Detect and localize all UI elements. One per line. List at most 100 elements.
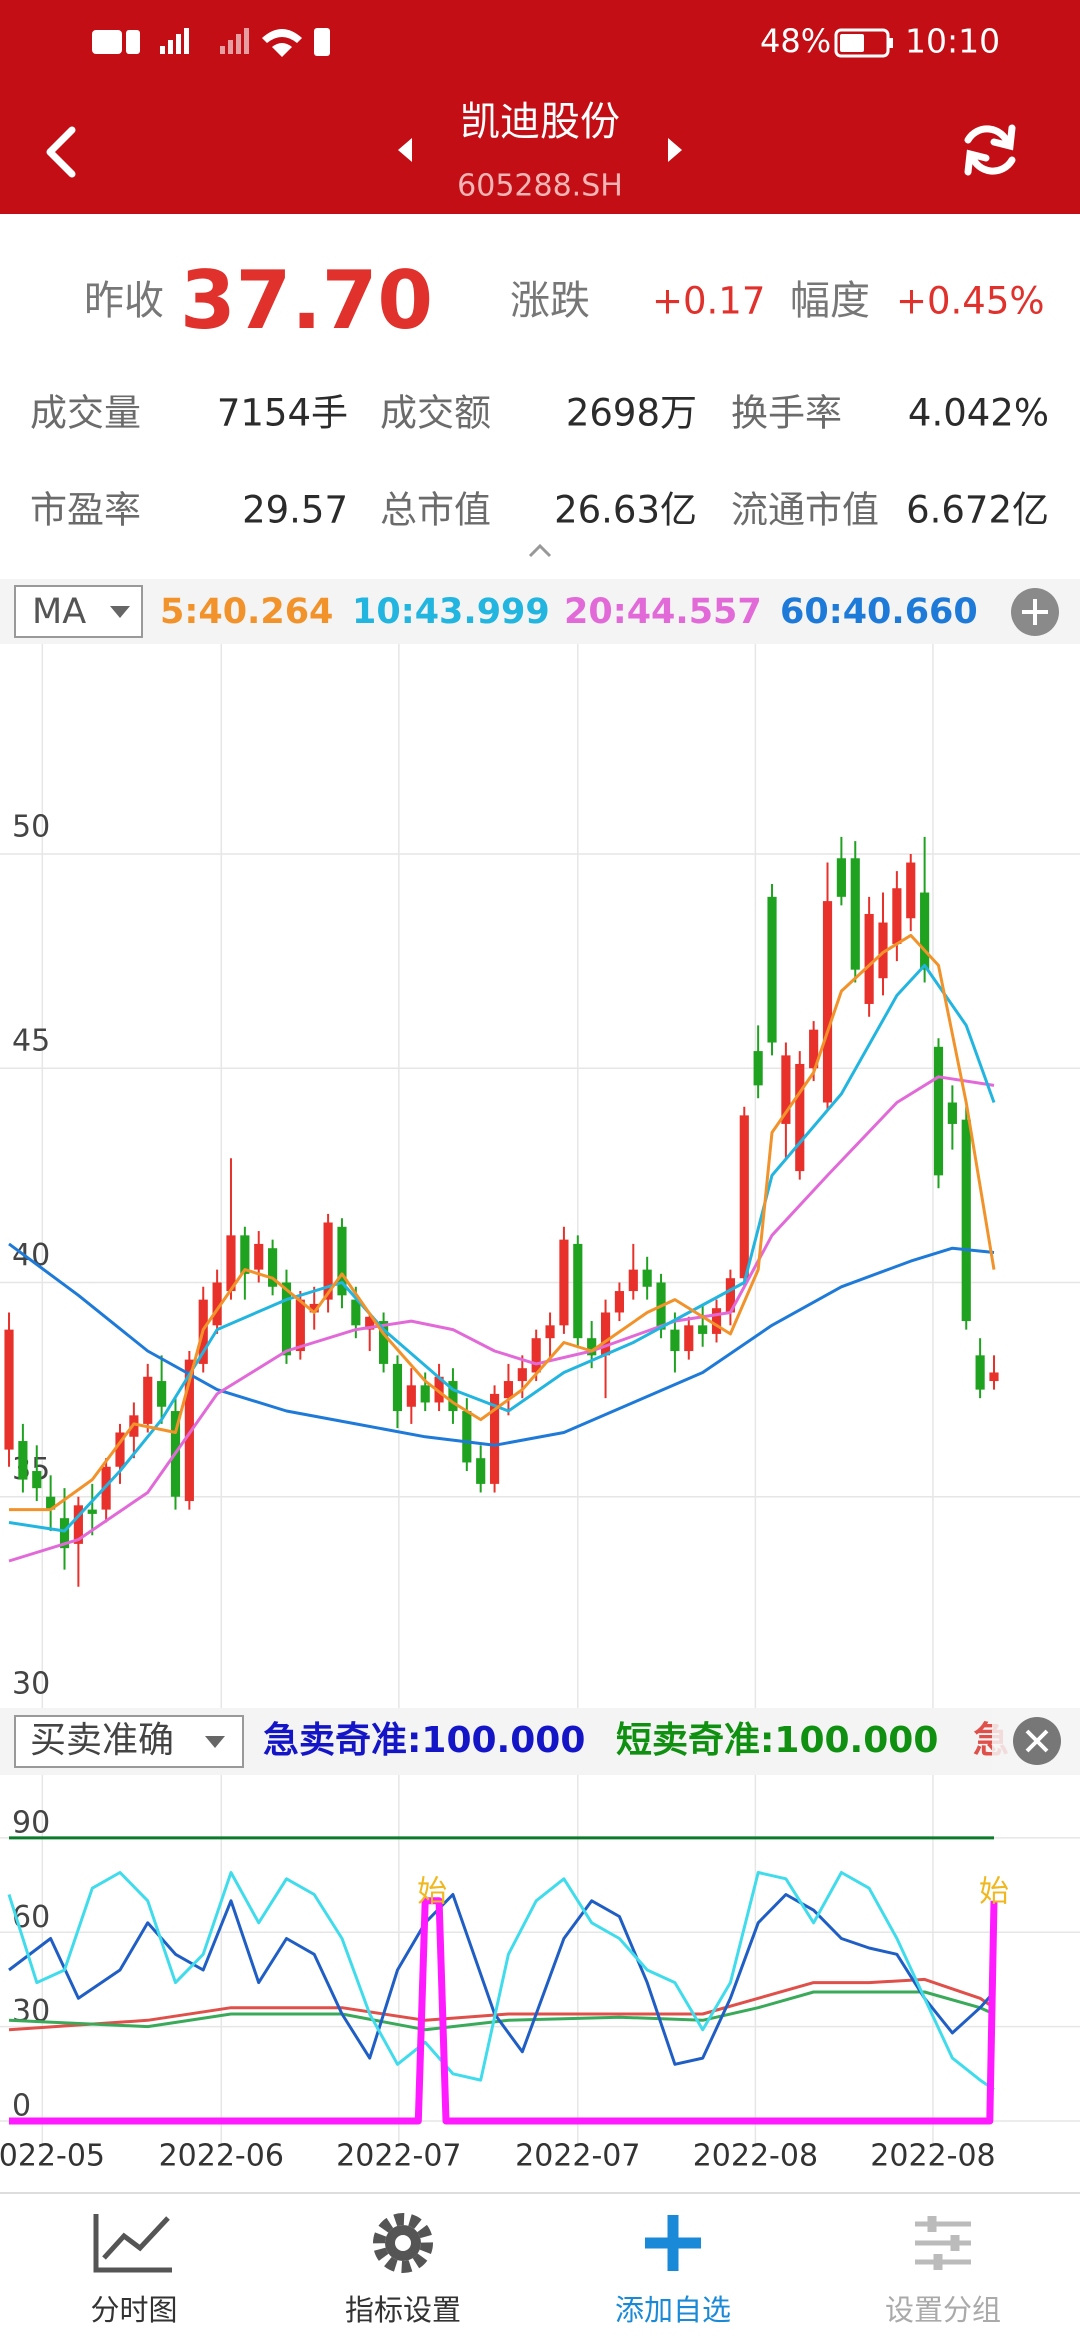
candle-body (795, 1063, 805, 1172)
change-label: 涨跌 (510, 278, 590, 324)
candle-body (406, 1385, 416, 1407)
candle-body (4, 1329, 14, 1450)
y-tick-label: 40 (12, 1238, 50, 1273)
candle-body (87, 1509, 97, 1514)
signal-bar (220, 46, 225, 54)
candle-body (878, 922, 888, 979)
candle-body (143, 1376, 153, 1424)
candle-body (434, 1376, 444, 1403)
dropdown-arrow (205, 1736, 225, 1748)
collapse-caret[interactable] (528, 543, 552, 558)
candle-body (351, 1299, 361, 1326)
candle-body (365, 1316, 375, 1330)
close-icon (1025, 1729, 1049, 1753)
stat-value: 26.63亿 (554, 489, 697, 532)
nav-icon-settings[interactable] (373, 2213, 433, 2273)
indicator-legend-item: 急卖奇准:100.000 (263, 1720, 585, 1761)
candle-body (448, 1381, 458, 1412)
nav-label[interactable]: 设置分组 (885, 2293, 1001, 2327)
candle-body (295, 1299, 305, 1352)
signal-bar (176, 34, 181, 54)
battery-tip (889, 38, 893, 48)
stat-label: 流通市值 (731, 489, 879, 532)
ma-bar (0, 579, 1080, 644)
candle-body (906, 862, 916, 919)
slider-knobs (927, 2216, 960, 2270)
kline-chart: 30 35 40 45 50 (0, 644, 1080, 1712)
candle-body (517, 1368, 527, 1382)
stock-code: 605288.SH (457, 169, 623, 204)
sim-icon (126, 30, 140, 54)
stat-label: 成交额 (380, 392, 491, 435)
candle-body (531, 1338, 541, 1373)
x-tick-label: 2022-08 (870, 2139, 995, 2174)
candle-body (392, 1363, 403, 1412)
stat-label: 市盈率 (30, 489, 141, 532)
stat-label: 换手率 (731, 392, 842, 435)
y-tick-label: 90 (12, 1805, 50, 1840)
nav-label[interactable]: 添加自选 (615, 2293, 731, 2327)
candle-body (725, 1278, 735, 1313)
bottom-nav (0, 2193, 1080, 2340)
prev-stock[interactable] (398, 138, 412, 162)
series-line (9, 1897, 998, 2125)
hd-icon (92, 30, 122, 54)
battery-text: 48% (760, 22, 831, 60)
candle-body (545, 1325, 555, 1339)
candle-body (920, 892, 930, 970)
candle-body (503, 1381, 514, 1399)
candle-body (268, 1248, 278, 1287)
candle-body (489, 1393, 500, 1484)
stat-value: 2698万 (566, 392, 697, 435)
candle-body (753, 1051, 763, 1086)
status-icons (92, 28, 893, 58)
indicator-legend-item: 短卖奇准:100.000 (616, 1720, 938, 1761)
nav-icon-group[interactable] (915, 2216, 971, 2270)
refresh-arc (964, 125, 1012, 148)
candle-body (157, 1381, 167, 1407)
candle-body (670, 1329, 680, 1352)
nav-label[interactable]: 指标设置 (345, 2293, 461, 2327)
refresh-button[interactable] (964, 124, 1016, 176)
candle-body (684, 1325, 694, 1352)
candle-body (850, 858, 860, 970)
x-tick-label: 2022-06 (159, 2139, 284, 2174)
change: +0.17 (652, 280, 765, 323)
ma-legend-item: 5:40.264 (160, 592, 333, 632)
candle-body (739, 1115, 749, 1279)
nav-label[interactable]: 分时图 (90, 2293, 177, 2327)
indicator-selector[interactable] (14, 1715, 244, 1768)
candle-body (961, 1119, 971, 1322)
next-stock[interactable] (668, 138, 682, 162)
candle-body (184, 1359, 194, 1502)
series-line (9, 933, 996, 1512)
indicator-chart: 2022-05 2022-06 2022-07 2022-07 2022-08 2022-… (0, 1775, 1080, 2174)
candle-body (573, 1243, 583, 1339)
signal-bar (228, 40, 233, 54)
back-button[interactable] (46, 126, 76, 178)
nav-icon-add[interactable] (645, 2215, 701, 2271)
signal-bar (168, 40, 173, 54)
indicator-legend: 急卖奇准:100.000 短卖奇准:100.000 急 (263, 1720, 1009, 1761)
candle-body (642, 1269, 652, 1287)
ma-legend: 5:40.264 10:43.999 20:44.557 60:40.660 (160, 592, 978, 632)
candle-body (781, 1055, 791, 1124)
candle-body (420, 1385, 430, 1403)
stat-label: 成交量 (30, 392, 141, 435)
refresh-arrow (990, 124, 1016, 151)
axis-icon (93, 2214, 172, 2273)
candle-body (767, 896, 777, 1043)
ma-legend-item: 10:43.999 (352, 592, 550, 632)
alert-icon (314, 28, 330, 56)
candle-body (379, 1321, 389, 1364)
candle-body (240, 1235, 250, 1274)
nav-icon-chart[interactable] (93, 2214, 172, 2273)
signal-bar (244, 28, 249, 54)
stat-value: 4.042% (908, 392, 1049, 435)
candle-body (46, 1496, 56, 1510)
candle-body (59, 1518, 70, 1549)
candle-body (281, 1282, 292, 1356)
prev-close: 37.70 (180, 254, 433, 347)
y-tick-label: 45 (12, 1024, 50, 1059)
y-tick-label: 0 (12, 2088, 31, 2123)
